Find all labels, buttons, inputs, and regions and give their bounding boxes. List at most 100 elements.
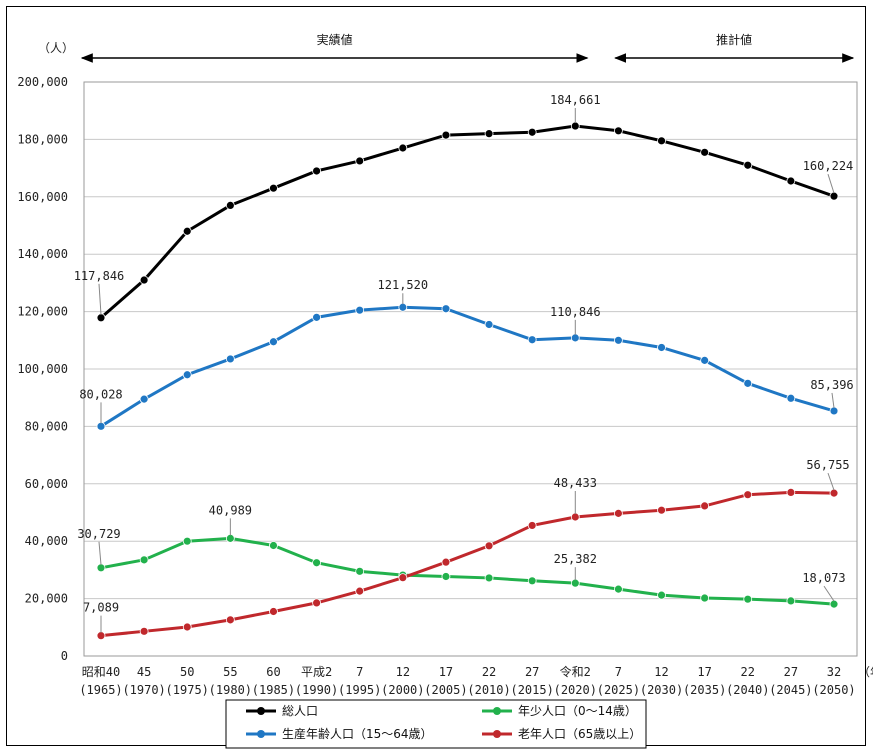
- period-arrows: 実績値 推計値: [80, 32, 855, 63]
- data-point: [700, 355, 710, 365]
- x-tick-year-label: (2020): [554, 683, 597, 697]
- data-point: [182, 226, 192, 236]
- data-point: [355, 566, 365, 576]
- data-label-leader: [98, 541, 102, 565]
- data-point: [441, 130, 451, 140]
- x-tick-year-label: (2000): [381, 683, 424, 697]
- data-point: [441, 572, 451, 581]
- period-label: 推計値: [716, 32, 752, 47]
- x-tick-year-label: (1985): [252, 683, 295, 697]
- x-tick-label: 令和2: [560, 664, 591, 679]
- x-tick-year-label: (2050): [812, 683, 855, 697]
- data-point: [96, 421, 106, 431]
- data-label-leader: [827, 174, 835, 194]
- data-labels: 117,846 184,661 160,224 80,028 121,520 110,84…: [74, 93, 854, 633]
- x-tick-label: 7: [356, 665, 363, 679]
- data-label: 48,433: [554, 476, 597, 490]
- data-point: [484, 129, 494, 139]
- x-tick-year-label: (2045): [769, 683, 812, 697]
- x-tick-year-label: (1980): [209, 683, 252, 697]
- legend-swatch-marker: [257, 730, 265, 738]
- data-point: [441, 557, 451, 567]
- x-tick-label: 27: [525, 665, 539, 679]
- data-point: [743, 594, 753, 604]
- y-tick-label: 180,000: [17, 132, 68, 146]
- x-tick-label: 32: [827, 665, 841, 679]
- data-point: [484, 320, 494, 329]
- data-label: 7,089: [83, 601, 119, 615]
- data-point: [441, 304, 451, 314]
- data-point: [269, 337, 278, 347]
- data-point: [657, 505, 666, 515]
- data-label-leader: [831, 392, 835, 408]
- data-label-leader: [98, 283, 102, 315]
- data-point: [570, 512, 580, 522]
- data-point: [225, 533, 235, 543]
- data-point: [398, 302, 408, 312]
- data-point: [269, 183, 278, 193]
- x-tick-year-label: (2010): [467, 683, 510, 697]
- data-point: [96, 631, 106, 641]
- data-point: [829, 191, 839, 201]
- series-lines: [96, 121, 839, 641]
- series-line: [100, 490, 835, 638]
- data-point: [614, 508, 623, 518]
- data-point: [829, 406, 839, 416]
- x-tick-label: 17: [439, 665, 453, 679]
- legend-label: 年少人口（0～14歳）: [518, 704, 637, 718]
- data-point: [312, 558, 321, 568]
- data-label: 121,520: [378, 278, 429, 292]
- data-point: [614, 335, 623, 345]
- data-label: 18,073: [802, 571, 845, 585]
- data-label: 184,661: [550, 93, 601, 107]
- data-point: [225, 615, 235, 625]
- data-label-leader: [823, 585, 835, 602]
- data-label-leader: [827, 472, 835, 491]
- data-point: [786, 488, 796, 497]
- data-point: [743, 490, 753, 500]
- x-tick-year-label: (1975): [166, 683, 209, 697]
- legend: 総人口 年少人口（0～14歳） 生産年齢人口（15～64歳） 老年人口（65歳以上）: [225, 699, 647, 749]
- y-axis-unit-label: （人）: [38, 41, 74, 55]
- x-tick-label: 17: [697, 665, 711, 679]
- y-tick-label: 40,000: [25, 534, 68, 548]
- x-tick-label: 7: [615, 665, 622, 679]
- x-tick-label: 12: [396, 665, 410, 679]
- x-tick-label: 27: [784, 665, 798, 679]
- x-tick-label: 平成2: [301, 665, 332, 679]
- legend-label: 老年人口（65歳以上）: [518, 727, 641, 741]
- data-point: [570, 333, 580, 343]
- legend-label: 総人口: [282, 704, 318, 718]
- x-tick-year-label: (2030): [640, 683, 683, 697]
- data-point: [614, 584, 623, 594]
- data-point: [527, 127, 537, 137]
- data-point: [657, 590, 666, 600]
- data-point: [355, 586, 365, 596]
- x-tick-label: 昭和40: [82, 665, 120, 679]
- y-tick-label: 120,000: [17, 305, 68, 319]
- data-point: [657, 136, 666, 146]
- y-tick-label: 140,000: [17, 247, 68, 261]
- data-point: [139, 555, 149, 565]
- grid-lines: [83, 81, 858, 657]
- data-point: [527, 521, 537, 530]
- data-point: [700, 593, 710, 603]
- data-point: [786, 393, 796, 403]
- data-point: [139, 626, 149, 636]
- x-tick-label: 12: [654, 665, 668, 679]
- x-tick-label: 60: [266, 665, 280, 679]
- data-point: [96, 313, 106, 323]
- plot-area-border: [83, 81, 858, 657]
- legend-label: 生産年齢人口（15～64歳）: [282, 726, 433, 741]
- y-tick-label: 0: [61, 649, 68, 663]
- data-point: [527, 335, 537, 345]
- data-point: [355, 305, 365, 315]
- series-line: [100, 305, 835, 428]
- data-label: 56,755: [806, 458, 849, 472]
- x-tick-label: 50: [180, 665, 194, 679]
- data-point: [570, 121, 580, 131]
- y-tick-label: 60,000: [25, 477, 68, 491]
- data-point: [829, 599, 839, 609]
- data-point: [355, 156, 365, 166]
